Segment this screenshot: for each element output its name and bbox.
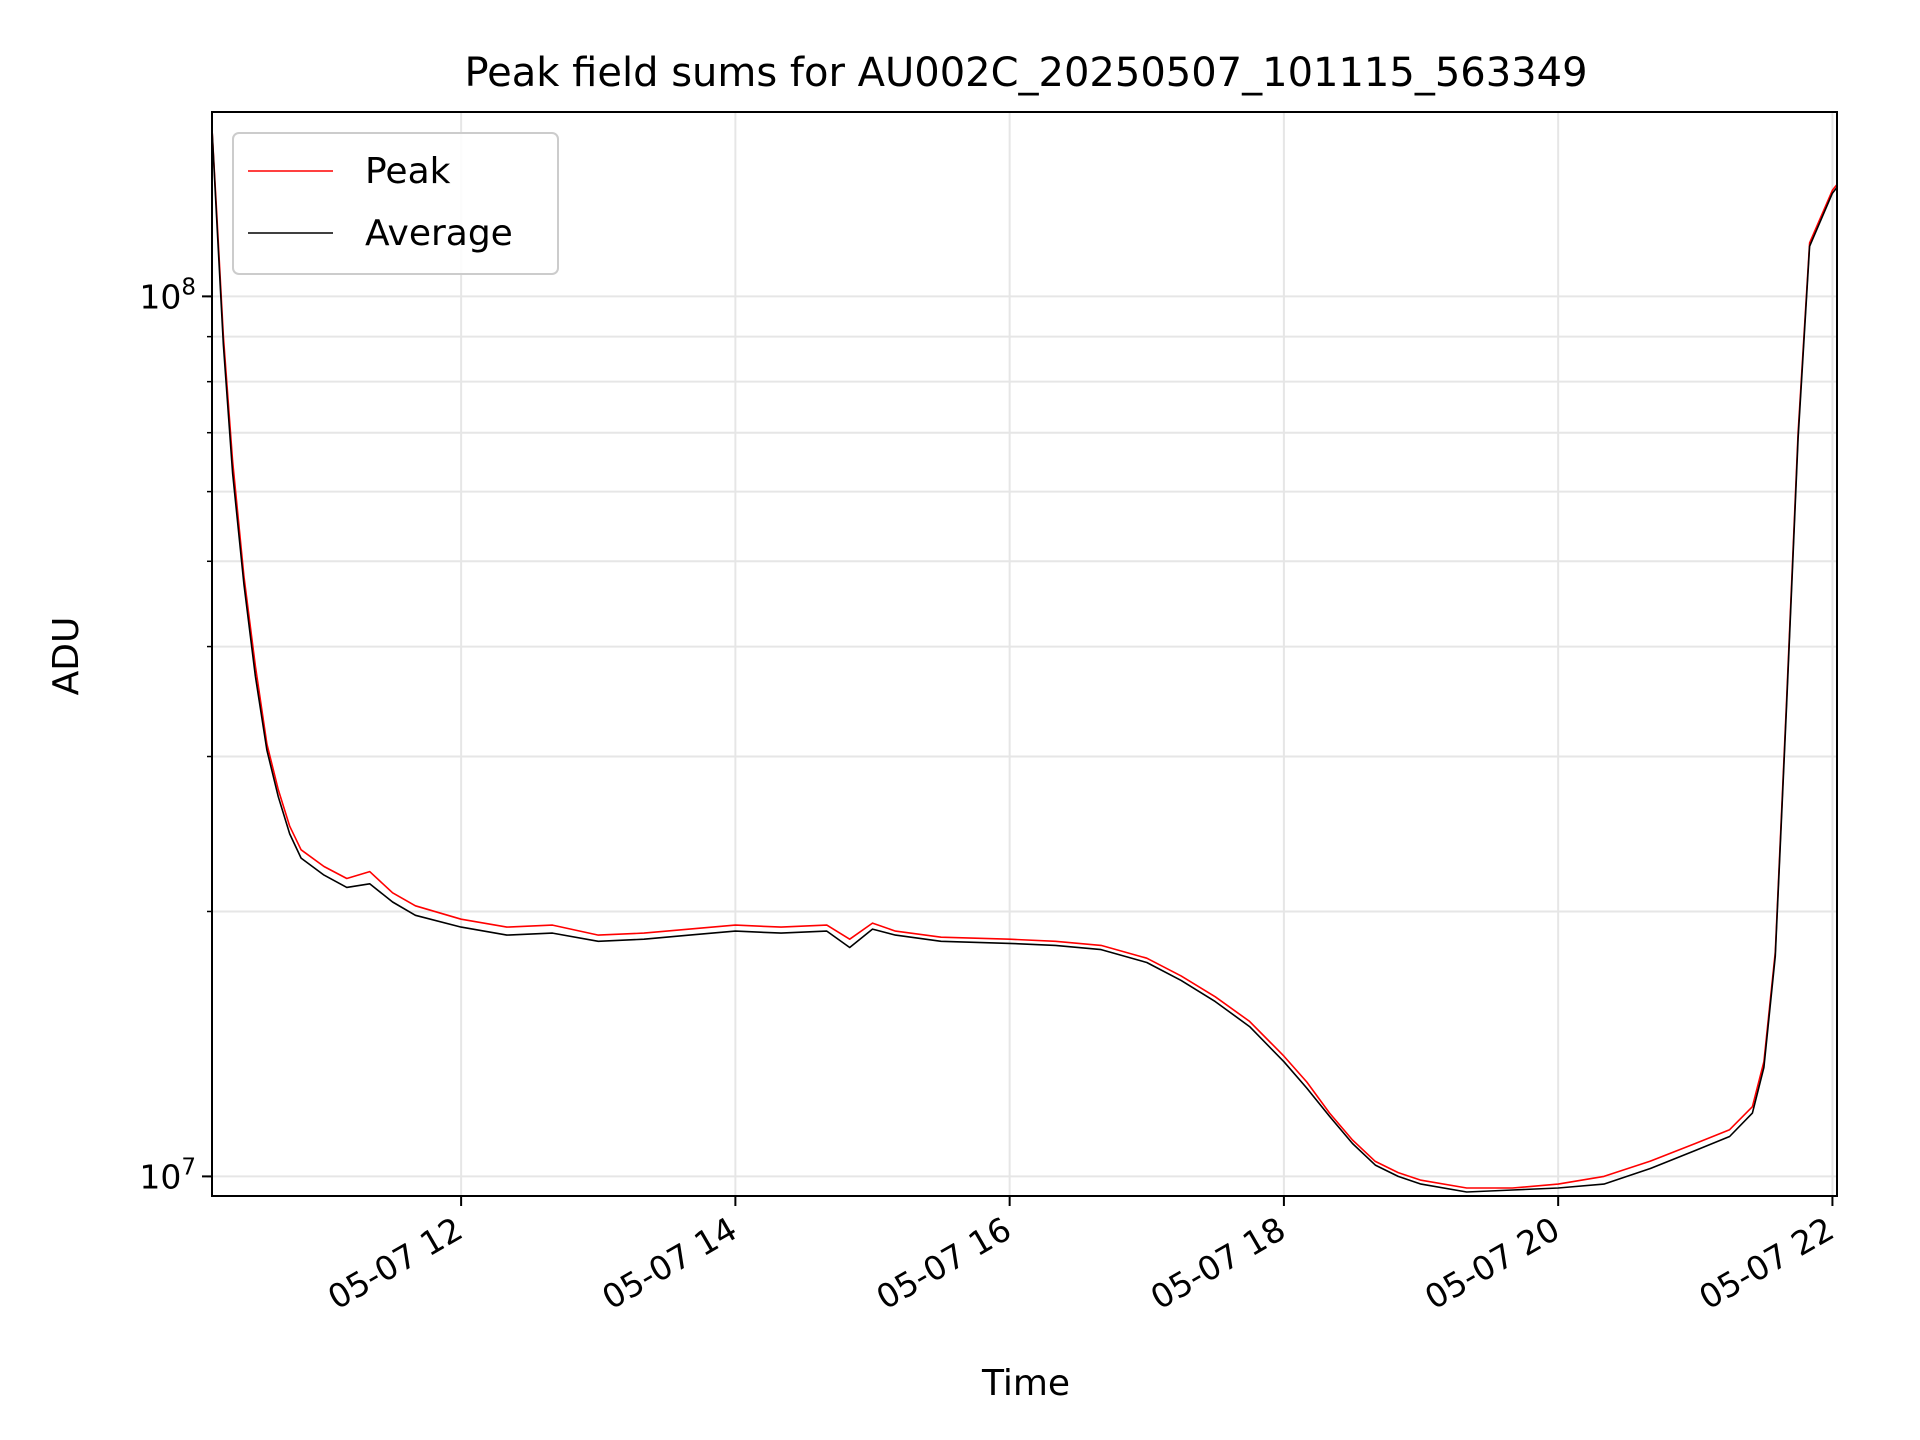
y-axis-ticks: 107 108 xyxy=(139,274,212,1196)
legend-box xyxy=(232,132,559,275)
plot-frame xyxy=(211,111,1838,1197)
y-tick-label: 108 xyxy=(139,274,196,316)
plot-area: 05-07 12 05-07 14 05-07 16 05-07 18 05-07 20… xyxy=(139,111,1840,1317)
x-axis-label: Time xyxy=(981,1363,1070,1404)
chart-title: Peak field sums for AU002C_20250507_1011… xyxy=(464,50,1587,96)
grid-lines xyxy=(212,112,1837,1196)
series-line-average xyxy=(212,128,1837,1193)
series-line-peak xyxy=(212,128,1837,1189)
plot-background xyxy=(212,112,1837,1196)
legend-label-peak: Peak xyxy=(365,151,451,192)
legend: Peak Average xyxy=(232,132,559,275)
y-tick-label: 107 xyxy=(139,1154,196,1196)
legend-label-average: Average xyxy=(365,213,513,254)
y-axis-label: ADU xyxy=(46,617,87,696)
